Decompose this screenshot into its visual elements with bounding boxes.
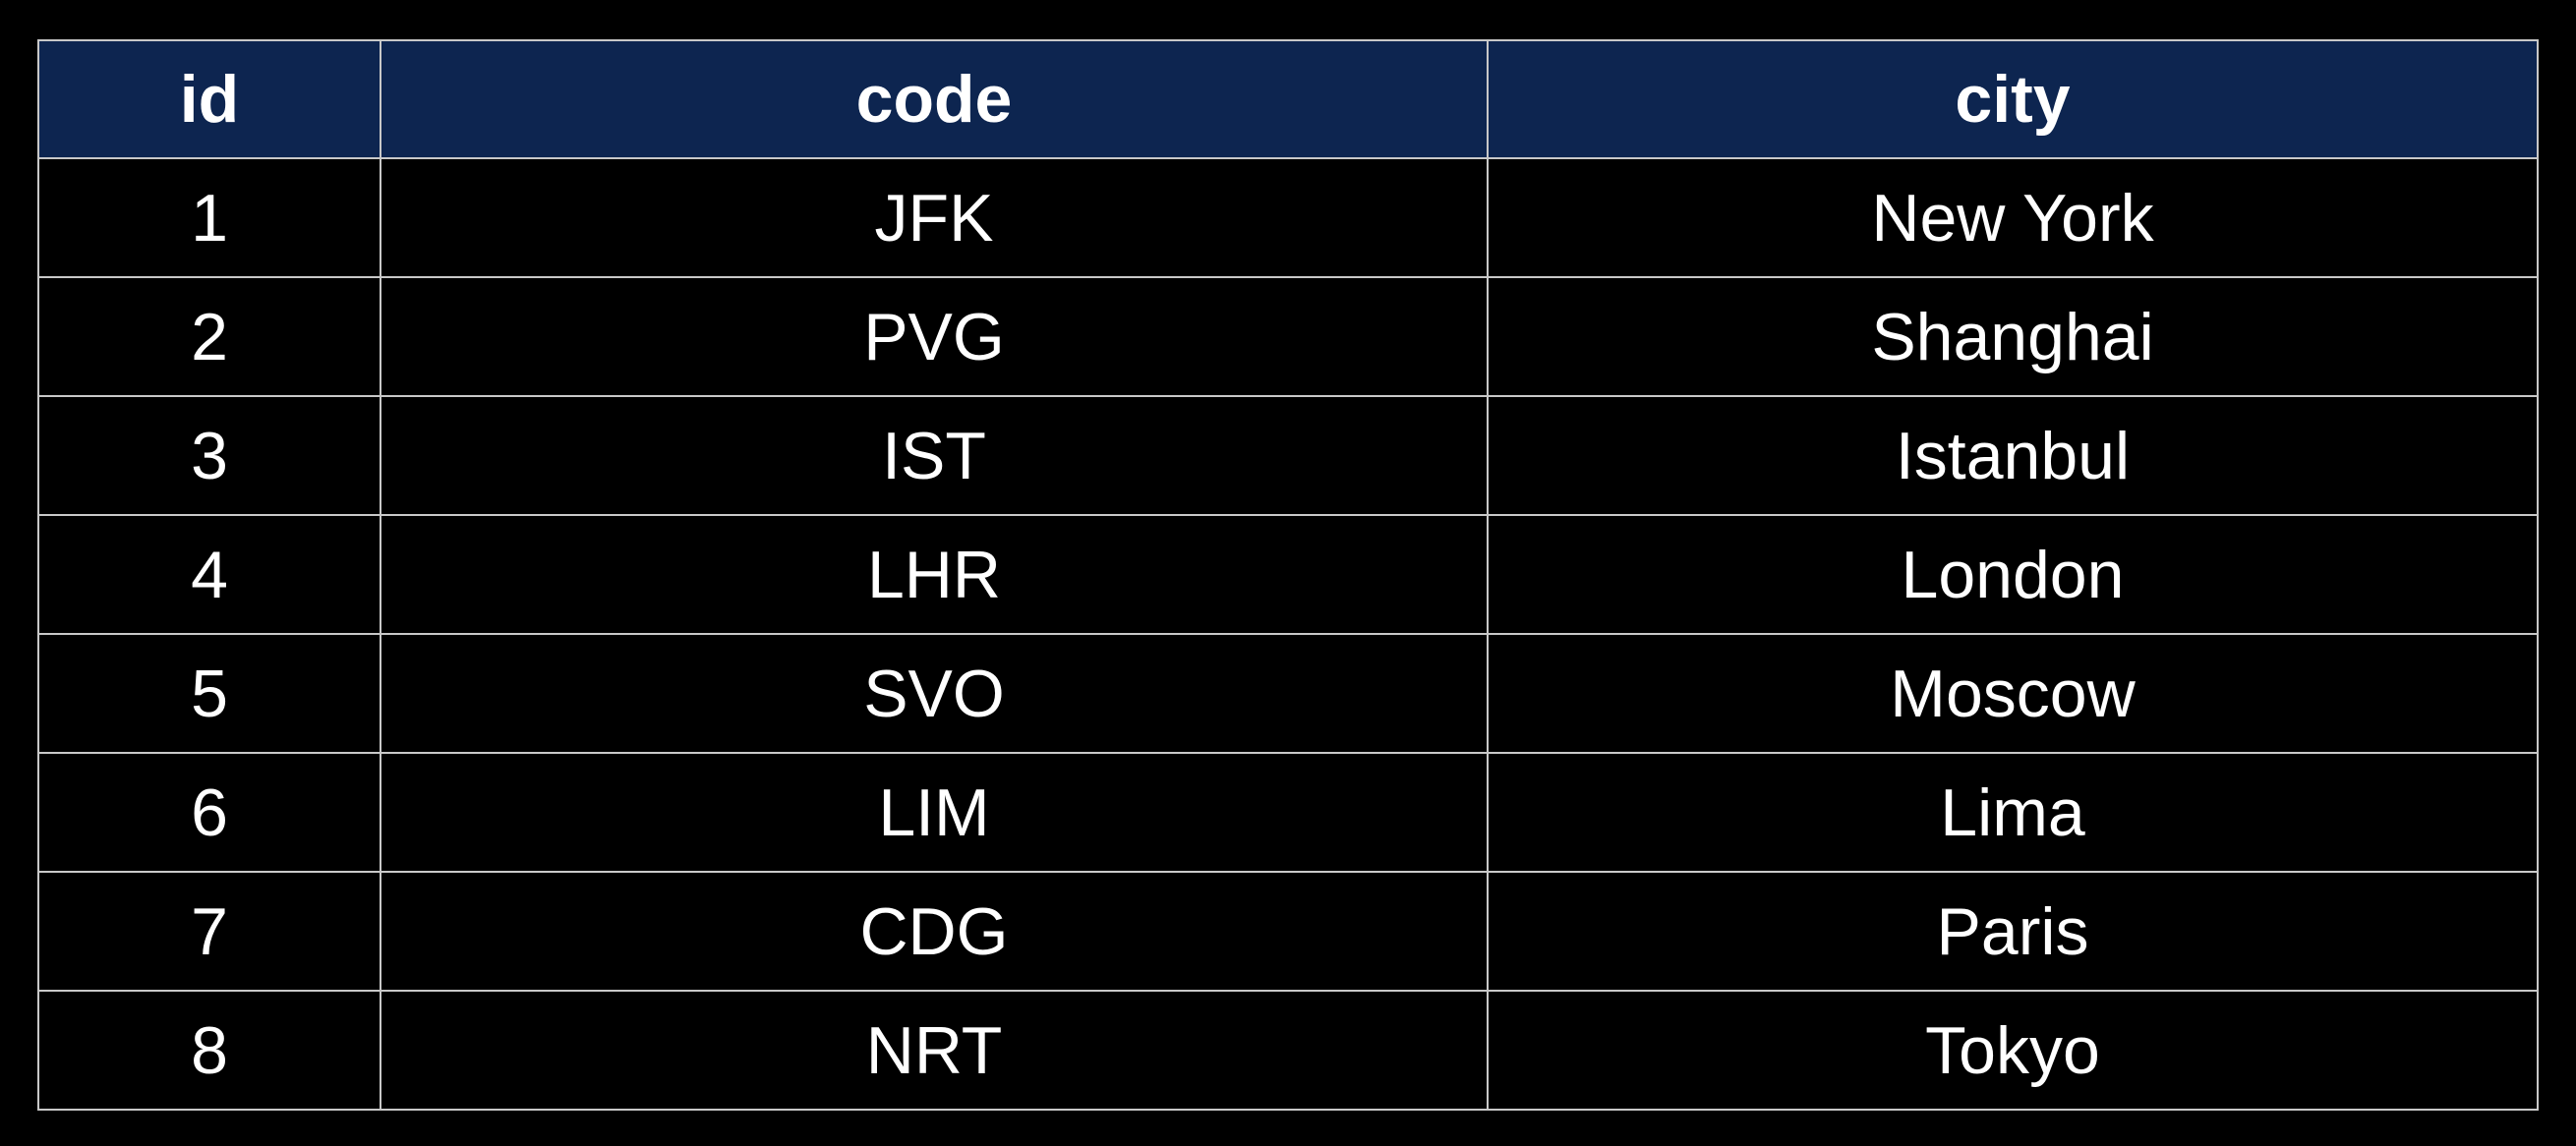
cell-id: 7 xyxy=(37,871,381,992)
cell-city: Istanbul xyxy=(1487,395,2539,516)
table-row: 1 JFK New York xyxy=(37,157,2539,278)
cell-id: 1 xyxy=(37,157,381,278)
cell-id: 6 xyxy=(37,752,381,873)
table-row: 2 PVG Shanghai xyxy=(37,276,2539,397)
cell-id: 8 xyxy=(37,990,381,1111)
airport-table: id code city 1 JFK New York 2 PVG Shangh… xyxy=(37,39,2539,1111)
cell-code: LIM xyxy=(380,752,1489,873)
table-row: 8 NRT Tokyo xyxy=(37,990,2539,1111)
cell-city: Moscow xyxy=(1487,633,2539,754)
cell-city: Paris xyxy=(1487,871,2539,992)
table-row: 7 CDG Paris xyxy=(37,871,2539,992)
cell-id: 2 xyxy=(37,276,381,397)
table-row: 6 LIM Lima xyxy=(37,752,2539,873)
airport-table-container: id code city 1 JFK New York 2 PVG Shangh… xyxy=(37,39,2539,1111)
table-header: id code city xyxy=(37,39,2539,159)
cell-city: Tokyo xyxy=(1487,990,2539,1111)
cell-city: London xyxy=(1487,514,2539,635)
cell-code: SVO xyxy=(380,633,1489,754)
cell-code: PVG xyxy=(380,276,1489,397)
header-cell-city: city xyxy=(1487,39,2539,159)
cell-id: 3 xyxy=(37,395,381,516)
cell-code: CDG xyxy=(380,871,1489,992)
table-row: 3 IST Istanbul xyxy=(37,395,2539,516)
cell-code: IST xyxy=(380,395,1489,516)
cell-city: Lima xyxy=(1487,752,2539,873)
cell-city: New York xyxy=(1487,157,2539,278)
table-row: 4 LHR London xyxy=(37,514,2539,635)
table-row: 5 SVO Moscow xyxy=(37,633,2539,754)
cell-city: Shanghai xyxy=(1487,276,2539,397)
cell-id: 5 xyxy=(37,633,381,754)
table-body: 1 JFK New York 2 PVG Shanghai 3 IST Ista… xyxy=(37,157,2539,1111)
header-cell-code: code xyxy=(380,39,1489,159)
header-row: id code city xyxy=(37,39,2539,159)
header-cell-id: id xyxy=(37,39,381,159)
cell-code: LHR xyxy=(380,514,1489,635)
cell-code: JFK xyxy=(380,157,1489,278)
cell-id: 4 xyxy=(37,514,381,635)
cell-code: NRT xyxy=(380,990,1489,1111)
